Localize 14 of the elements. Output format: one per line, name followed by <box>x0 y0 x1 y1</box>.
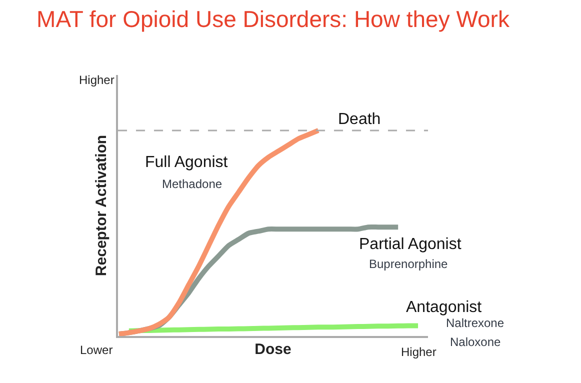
text: Naloxone <box>450 335 502 349</box>
y-axis-title: Receptor Activation <box>92 134 110 276</box>
x-axis-title: Dose <box>254 340 292 358</box>
text: Higher <box>79 73 114 87</box>
text: Higher <box>401 345 436 359</box>
annotation: Buprenorphine <box>369 257 448 271</box>
series-label: Full Agonist <box>145 154 228 171</box>
series-label: Antagonist <box>406 299 482 316</box>
ref-line-label: Death <box>338 111 381 128</box>
text: Naltrexone <box>446 316 504 330</box>
annotation: Methadone <box>162 177 222 191</box>
series-label: Partial Agonist <box>359 236 462 253</box>
chart-title: MAT for Opioid Use Disorders: How they Work <box>36 6 510 32</box>
text: Lower <box>80 343 113 357</box>
